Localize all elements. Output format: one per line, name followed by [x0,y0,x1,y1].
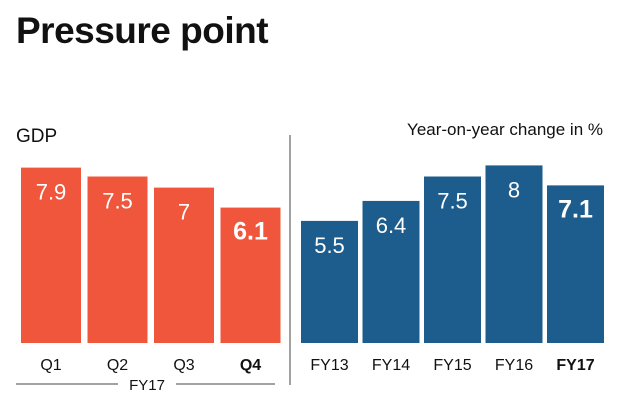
fy17-label-bg [118,376,176,392]
gdp-tick-label-q2: Q2 [107,357,128,374]
gdp-value-label-q2: 7.5 [102,189,133,214]
left-panel-bars: 7.9 Q1 7.5 Q2 7 Q3 6.1 Q4 [21,167,281,374]
yoy-bar-fy16 [485,165,543,343]
yoy-value-label-fy13: 5.5 [314,233,345,258]
yoy-tick-label-fy14: FY14 [372,357,410,374]
gdp-tick-label-q1: Q1 [40,357,61,374]
gdp-bar-q2 [87,176,148,343]
gdp-value-label-q1: 7.9 [36,180,67,205]
yoy-value-label-fy16: 8 [508,177,520,202]
yoy-bar-fy13 [301,220,358,343]
left-panel-label: GDP [16,126,57,147]
yoy-value-label-fy15: 7.5 [437,189,468,214]
yoy-tick-label-fy13: FY13 [310,357,348,374]
gdp-value-label-q4: 6.1 [233,218,268,246]
yoy-value-label-fy17: 7.1 [558,195,593,223]
gdp-tick-label-q4: Q4 [240,357,261,374]
right-panel-label: Year-on-year change in % [407,120,603,139]
chart-title: Pressure point [16,10,269,51]
gdp-bar-q1 [21,167,81,343]
fy17-group-label: FY17 [129,377,165,394]
yoy-tick-label-fy17: FY17 [556,357,594,374]
gdp-bar-q3 [154,187,214,343]
yoy-tick-label-fy15: FY15 [433,357,471,374]
yoy-tick-label-fy16: FY16 [495,357,533,374]
yoy-value-label-fy14: 6.4 [376,213,407,238]
gdp-value-label-q3: 7 [178,200,190,225]
yoy-bar-fy17 [547,185,604,343]
gdp-tick-label-q3: Q3 [173,357,194,374]
yoy-bar-fy15 [424,176,481,343]
gdp-bar-q4 [220,207,281,343]
right-panel-bars: 5.5 FY13 6.4 FY14 7.5 FY15 8 FY16 7.1 FY17 [301,165,604,374]
yoy-bar-fy14 [362,200,420,343]
